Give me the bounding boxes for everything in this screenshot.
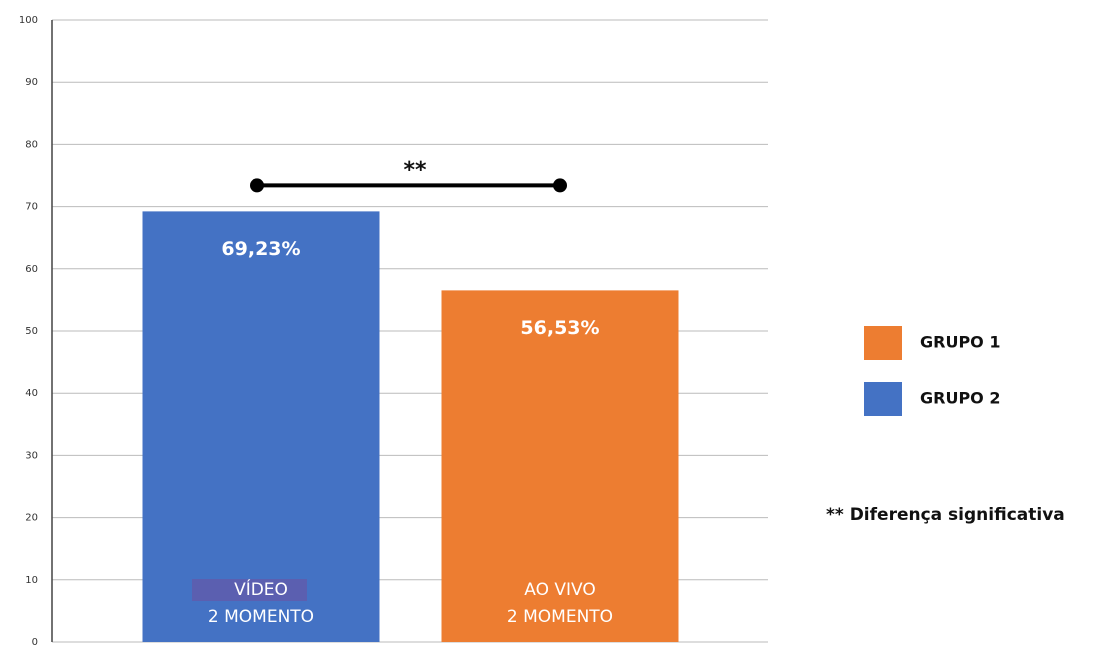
- y-tick-label: 0: [32, 637, 38, 645]
- legend-swatch: [864, 382, 902, 416]
- legend-swatch: [864, 326, 902, 360]
- bracket-end: [250, 178, 264, 193]
- y-tick-label: 30: [25, 450, 38, 461]
- y-tick-label: 40: [25, 388, 38, 399]
- y-tick-label: 20: [25, 513, 38, 524]
- value-label: 69,23%: [221, 238, 300, 260]
- y-tick-label: 90: [25, 77, 38, 88]
- label-highlight: [192, 579, 307, 601]
- x-tick-label: 2 MOMENTO: [208, 607, 314, 627]
- bracket-end: [553, 178, 567, 193]
- significance-label: **: [403, 158, 427, 183]
- legend-label: GRUPO 1: [920, 333, 1000, 352]
- significance-note: ** Diferença significativa: [826, 505, 1065, 525]
- y-tick-label: 10: [25, 575, 38, 586]
- x-tick-label: AO VIVO: [524, 580, 595, 600]
- bar: [142, 211, 380, 642]
- y-tick-label: 70: [25, 202, 38, 213]
- value-label: 56,53%: [520, 317, 599, 339]
- y-tick-label: 80: [25, 139, 38, 150]
- x-tick-label: 2 MOMENTO: [507, 607, 613, 627]
- bar: [441, 290, 679, 642]
- y-tick-label: 50: [25, 326, 38, 337]
- y-tick-label: 60: [25, 264, 38, 275]
- y-tick-label: 100: [19, 15, 38, 26]
- x-tick-label: VÍDEO: [234, 578, 288, 600]
- legend-label: GRUPO 2: [920, 389, 1000, 408]
